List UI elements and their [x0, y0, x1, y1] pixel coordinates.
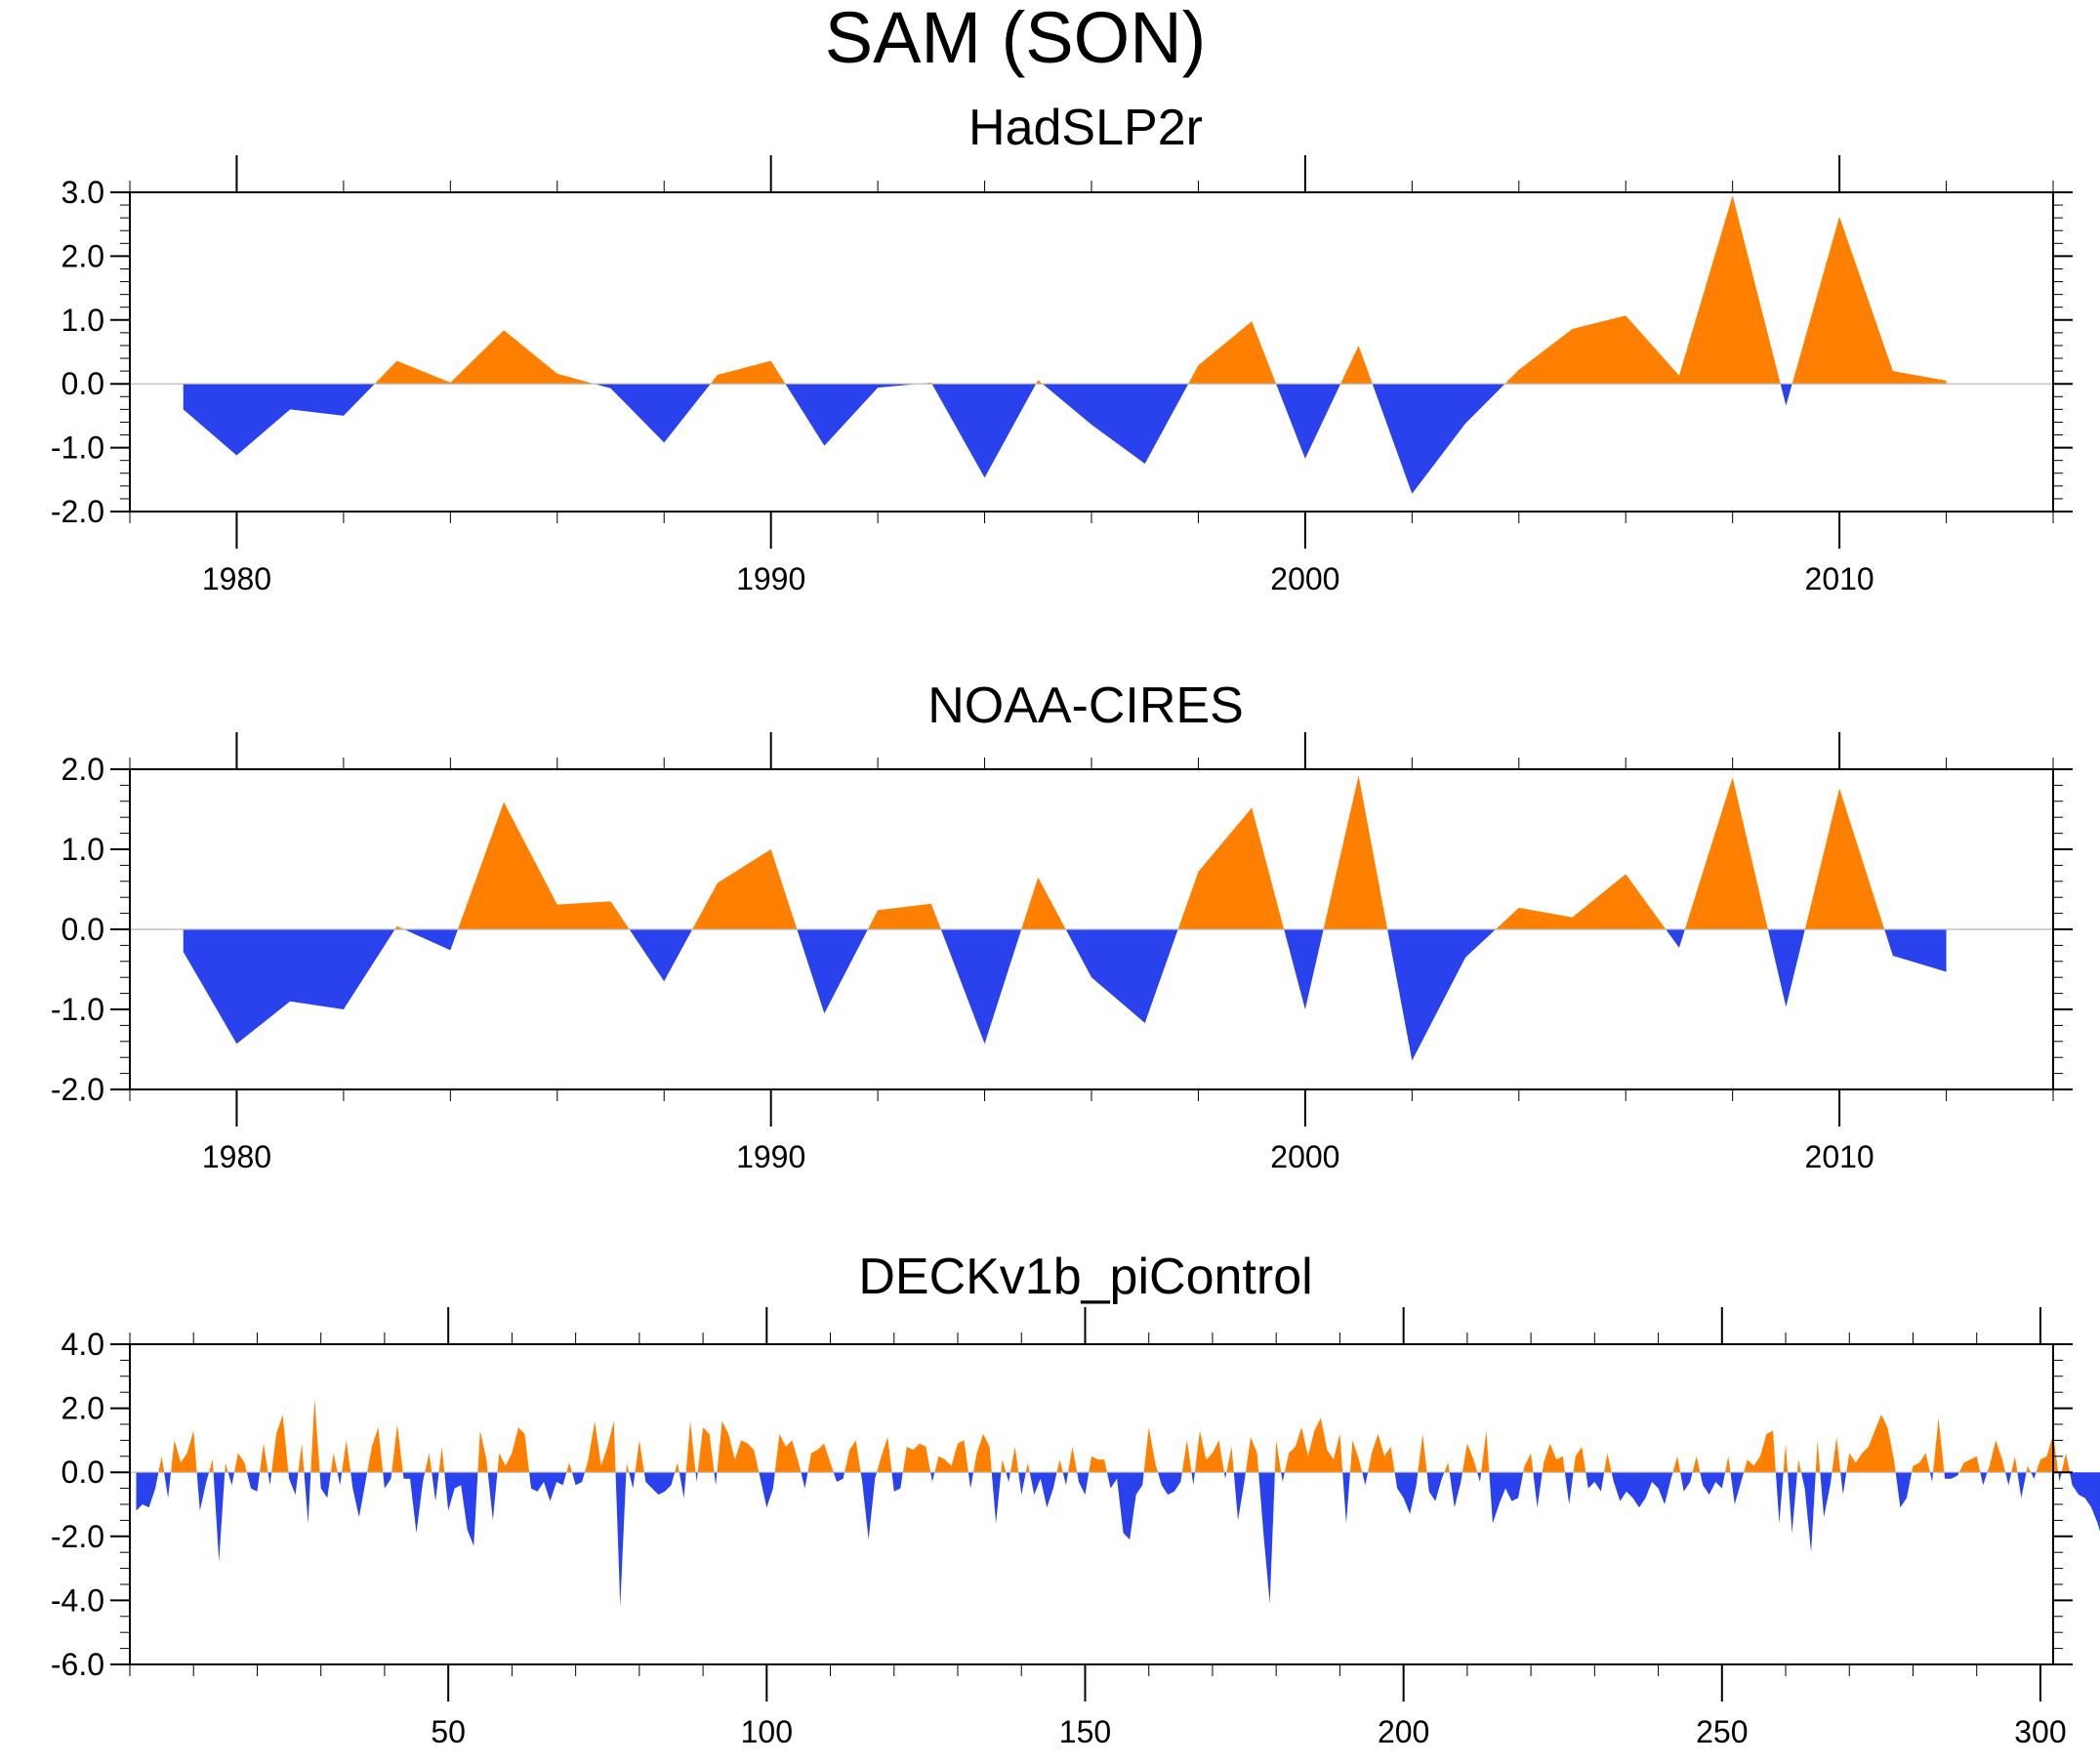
y-tick-label: 0.0	[62, 366, 104, 401]
x-tick-label: 1990	[736, 1139, 805, 1174]
positive-area	[394, 775, 1885, 929]
panel-deck-picontrol: DECKv1b_piControl -6.0 -4.0 -2.0 0.0 2.0 4.0 5…	[51, 1249, 2100, 1749]
y-tick-label: 0.0	[62, 912, 104, 947]
y-tick-label: 4.0	[62, 1327, 104, 1362]
x-tick-label: 2010	[1805, 561, 1874, 596]
panel-title-deck-picontrol: DECKv1b_piControl	[858, 1249, 1312, 1305]
x-tick-label: 300	[2014, 1714, 2066, 1749]
x-tick-label: 2010	[1805, 1139, 1874, 1174]
y-tick-label: -1.0	[51, 992, 104, 1027]
y-tick-label: -2.0	[51, 494, 104, 529]
y-tick-label: 0.0	[62, 1455, 104, 1490]
figure-title: SAM (SON)	[825, 0, 1207, 78]
x-tick-label: 150	[1059, 1714, 1111, 1749]
y-tick-label: 2.0	[62, 752, 104, 787]
negative-area	[136, 1472, 2100, 1607]
y-tick-label: -1.0	[51, 431, 104, 466]
negative-area	[183, 929, 1947, 1061]
panel-title-hadslp2r: HadSLP2r	[968, 100, 1203, 156]
panel-noaa-cires: NOAA-CIRES -2.0 -1.0 0.0 1.0 2.0 1980 1990 2000…	[51, 677, 2073, 1174]
y-tick-label: 2.0	[62, 1391, 104, 1426]
panel-hadslp2r: HadSLP2r -2.0 -1.0 0.0 1.0 2.0 3.0 1980 1990 200…	[51, 100, 2073, 596]
x-tick-label: 250	[1696, 1714, 1748, 1749]
y-tick-label: 3.0	[62, 175, 104, 210]
y-tick-label: 1.0	[62, 832, 104, 867]
y-tick-label: 2.0	[62, 238, 104, 273]
y-tick-label: -2.0	[51, 1072, 104, 1107]
positive-area	[158, 1398, 2070, 1473]
panel-title-noaa-cires: NOAA-CIRES	[927, 677, 1244, 734]
positive-area	[374, 195, 1947, 385]
x-tick-label: 2000	[1270, 1139, 1339, 1174]
x-tick-label: 2000	[1270, 561, 1339, 596]
x-tick-label: 1980	[202, 1139, 271, 1174]
y-tick-label: 1.0	[62, 303, 104, 338]
x-tick-label: 200	[1378, 1714, 1429, 1749]
y-tick-label: -6.0	[51, 1647, 104, 1682]
y-tick-label: -4.0	[51, 1582, 104, 1618]
x-tick-label: 1990	[736, 561, 805, 596]
x-tick-label: 50	[431, 1714, 466, 1749]
x-tick-label: 100	[741, 1714, 793, 1749]
negative-area	[183, 384, 1792, 494]
x-tick-label: 1980	[202, 561, 271, 596]
y-tick-label: -2.0	[51, 1519, 104, 1554]
